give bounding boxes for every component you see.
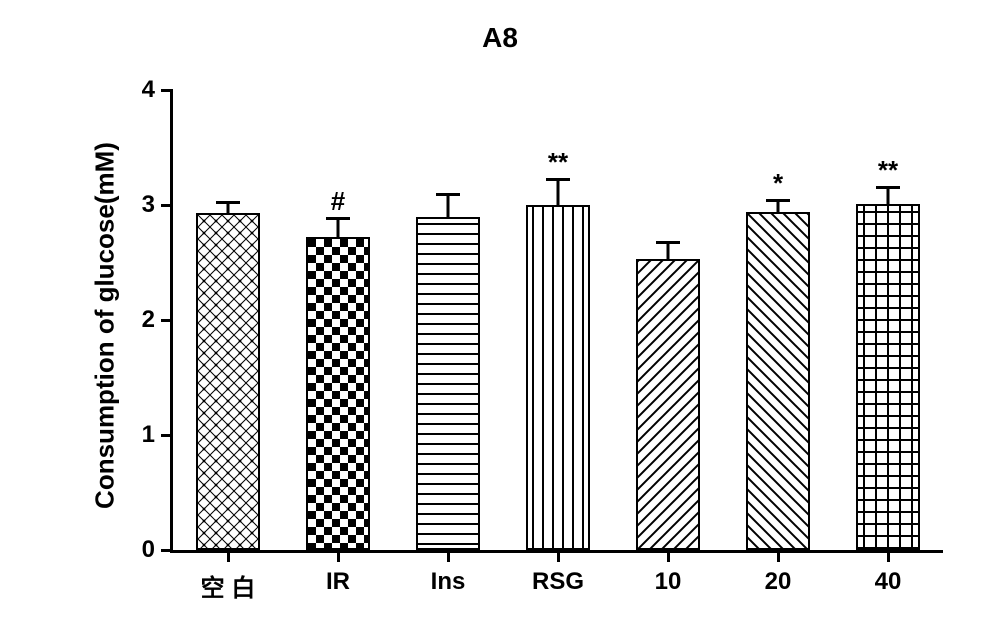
error-cap xyxy=(656,241,680,244)
error-bar xyxy=(337,218,340,238)
x-tick-label: 40 xyxy=(875,568,902,596)
x-tick-label: IR xyxy=(326,568,350,596)
bar xyxy=(416,217,480,551)
x-tick-label: RSG xyxy=(532,568,584,596)
bar xyxy=(636,259,700,550)
y-tick xyxy=(161,549,173,552)
significance-marker: * xyxy=(773,168,783,199)
y-tick-label: 4 xyxy=(142,76,155,104)
y-tick xyxy=(161,434,173,437)
x-tick xyxy=(667,550,670,562)
error-bar xyxy=(447,194,450,217)
bar xyxy=(306,237,370,550)
bar xyxy=(856,204,920,550)
error-cap xyxy=(326,217,350,220)
x-tick-label: 空 白 xyxy=(201,568,256,603)
error-bar xyxy=(887,187,890,204)
chart-container: A8 Consumption of glucose(mM) 01234空 白IR… xyxy=(0,0,1000,640)
error-cap xyxy=(876,186,900,189)
error-cap xyxy=(216,201,240,204)
y-tick-label: 3 xyxy=(142,191,155,219)
x-tick xyxy=(887,550,890,562)
error-bar xyxy=(667,242,670,259)
x-tick xyxy=(337,550,340,562)
error-cap xyxy=(766,199,790,202)
y-tick-label: 0 xyxy=(142,536,155,564)
y-tick xyxy=(161,204,173,207)
significance-marker: ** xyxy=(548,147,568,178)
chart-title: A8 xyxy=(0,22,1000,54)
error-bar xyxy=(557,179,560,205)
x-tick xyxy=(227,550,230,562)
y-tick-label: 2 xyxy=(142,306,155,334)
y-tick xyxy=(161,319,173,322)
significance-marker: ** xyxy=(878,155,898,186)
x-tick xyxy=(557,550,560,562)
x-tick xyxy=(777,550,780,562)
y-axis-label: Consumption of glucose(mM) xyxy=(90,126,121,526)
significance-marker: # xyxy=(331,186,345,217)
error-cap xyxy=(546,178,570,181)
plot-area: 01234空 白IR#InsRSG**1020*40** xyxy=(170,90,943,553)
x-tick-label: 10 xyxy=(655,568,682,596)
x-tick-label: Ins xyxy=(431,568,466,596)
bar xyxy=(746,212,810,550)
x-tick xyxy=(447,550,450,562)
error-cap xyxy=(436,193,460,196)
y-tick xyxy=(161,89,173,92)
bar xyxy=(526,205,590,550)
bar xyxy=(196,213,260,550)
y-tick-label: 1 xyxy=(142,421,155,449)
x-tick-label: 20 xyxy=(765,568,792,596)
